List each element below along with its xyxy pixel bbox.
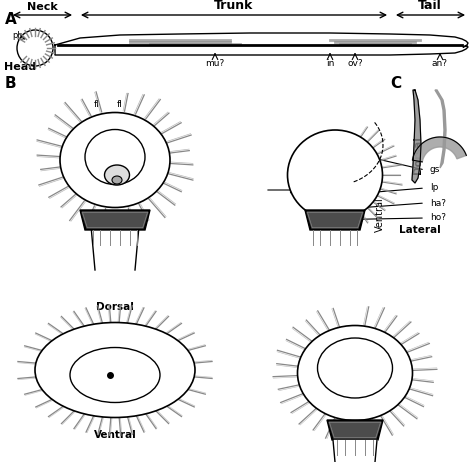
Text: mo: mo [86,165,100,175]
Polygon shape [327,420,383,440]
Text: Ventral: Ventral [94,250,137,260]
Ellipse shape [70,347,160,402]
Text: mu?: mu? [205,59,225,68]
Text: Ventral: Ventral [375,198,385,232]
Ellipse shape [104,165,129,185]
Polygon shape [90,215,140,270]
Text: Trunk: Trunk [214,0,254,12]
Polygon shape [412,90,421,183]
Text: an?: an? [432,59,448,68]
Ellipse shape [298,326,412,420]
Text: ve: ve [76,142,87,152]
Polygon shape [82,212,148,228]
Text: Dorsal: Dorsal [336,368,374,378]
Text: ov?: ov? [347,59,363,68]
Polygon shape [305,210,365,230]
Text: Ventral: Ventral [94,430,137,440]
Text: Frontal: Frontal [104,363,146,373]
Text: gs: gs [430,165,440,175]
Text: lp: lp [430,183,438,193]
Text: ph: ph [13,31,23,41]
Text: Neck: Neck [27,2,57,12]
Circle shape [17,30,53,66]
Text: Tail: Tail [418,0,442,12]
Text: Head: Head [4,62,36,72]
Text: ha?: ha? [430,199,446,207]
Text: Dorsal: Dorsal [96,302,134,312]
Polygon shape [55,33,468,55]
Polygon shape [310,215,360,270]
Text: C: C [390,76,401,91]
Polygon shape [307,212,363,228]
Ellipse shape [318,338,392,398]
Polygon shape [333,440,377,462]
Ellipse shape [288,130,383,220]
Text: Lateral: Lateral [399,225,441,235]
Text: fl: fl [94,100,100,109]
Ellipse shape [112,176,122,184]
Ellipse shape [85,129,145,184]
Text: A: A [5,12,17,27]
Polygon shape [412,137,466,162]
Text: in: in [326,59,334,68]
Polygon shape [80,210,150,230]
Text: B: B [5,76,17,91]
Ellipse shape [35,322,195,418]
Polygon shape [329,422,381,438]
Text: fl: fl [117,100,123,109]
Polygon shape [435,90,446,168]
Ellipse shape [60,113,170,207]
Text: ho?: ho? [430,213,446,223]
Text: Dorsal: Dorsal [413,136,423,174]
